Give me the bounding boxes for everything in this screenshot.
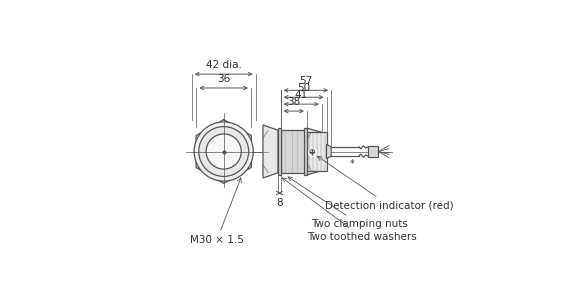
Text: 42 dia.: 42 dia. xyxy=(206,60,241,70)
Text: 41: 41 xyxy=(294,90,308,100)
Text: 50: 50 xyxy=(297,83,310,93)
Polygon shape xyxy=(307,128,322,175)
Text: Two clamping nuts: Two clamping nuts xyxy=(288,177,408,229)
Ellipse shape xyxy=(194,122,253,181)
Text: 36: 36 xyxy=(217,74,230,84)
Ellipse shape xyxy=(199,127,249,176)
Polygon shape xyxy=(326,145,331,158)
Polygon shape xyxy=(304,128,307,175)
Polygon shape xyxy=(307,132,326,171)
Polygon shape xyxy=(263,125,278,178)
Polygon shape xyxy=(196,120,251,183)
Text: *: * xyxy=(350,159,354,169)
Polygon shape xyxy=(368,146,378,157)
Polygon shape xyxy=(278,128,281,175)
Ellipse shape xyxy=(206,134,241,169)
Text: 57: 57 xyxy=(299,76,312,86)
Text: 8: 8 xyxy=(276,198,283,208)
Text: Two toothed washers: Two toothed washers xyxy=(282,178,417,242)
Text: Detection indicator (red): Detection indicator (red) xyxy=(318,156,454,211)
Polygon shape xyxy=(281,130,304,173)
Text: M30 × 1.5: M30 × 1.5 xyxy=(190,178,244,245)
Text: 38: 38 xyxy=(287,97,300,107)
